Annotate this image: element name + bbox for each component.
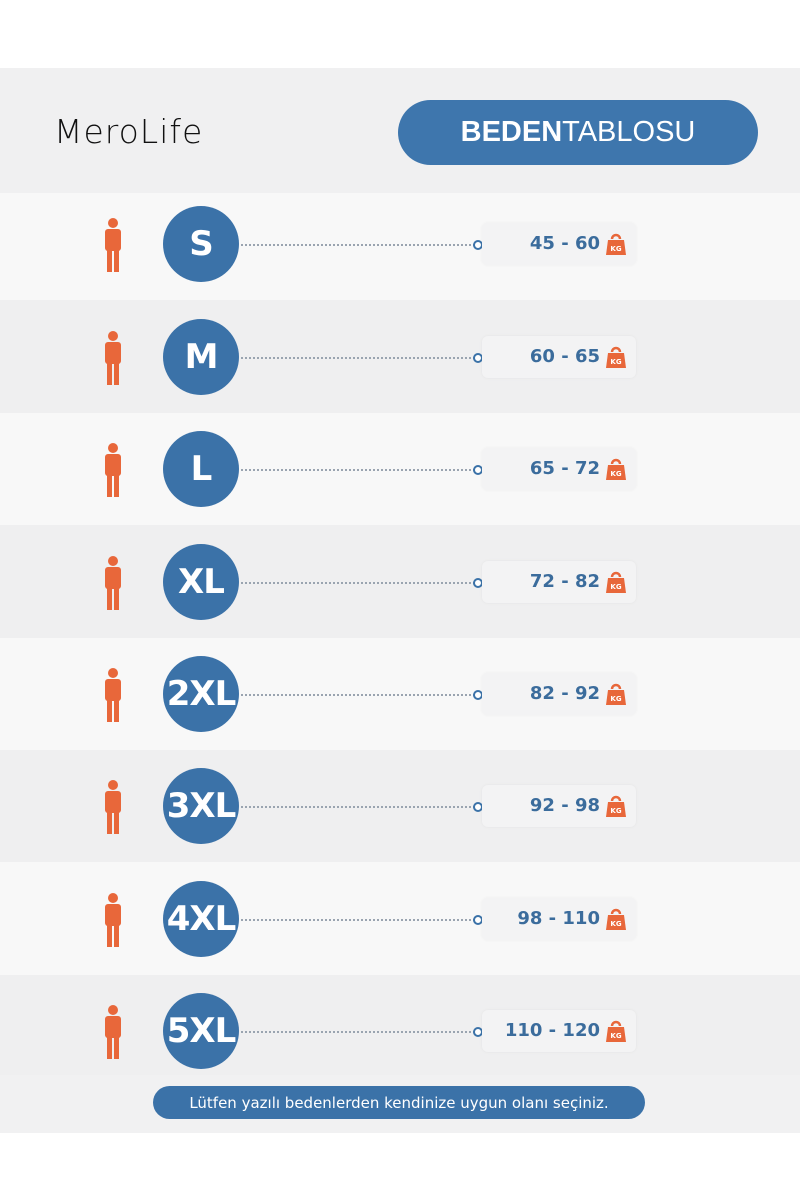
size-badge: M	[163, 319, 239, 395]
size-badge: 4XL	[163, 881, 239, 957]
kg-label: KG	[610, 1032, 621, 1040]
person-icon	[105, 218, 121, 272]
kg-weight-icon: KG	[606, 346, 626, 368]
dotted-connector	[241, 582, 475, 584]
footer-note: Lütfen yazılı bedenlerden kendinize uygu…	[153, 1086, 645, 1119]
size-row	[0, 300, 800, 413]
weight-range: 82 - 92	[529, 683, 600, 704]
size-row	[0, 193, 800, 300]
size-row	[0, 862, 800, 975]
weight-range-box: 110 - 120 KG	[482, 1010, 636, 1052]
person-icon	[105, 556, 121, 610]
weight-range: 60 - 65	[529, 346, 600, 367]
brand-logo: MeroLife	[54, 112, 204, 151]
dotted-connector	[241, 1031, 475, 1033]
kg-label: KG	[610, 245, 621, 253]
weight-range: 110 - 120	[504, 1020, 600, 1041]
weight-range-box: 45 - 60 KG	[482, 223, 636, 265]
weight-range: 72 - 82	[529, 571, 600, 592]
person-icon	[105, 1005, 121, 1059]
weight-range: 65 - 72	[529, 458, 600, 479]
kg-weight-icon: KG	[606, 908, 626, 930]
dotted-connector	[241, 357, 475, 359]
dotted-connector	[241, 244, 475, 246]
kg-weight-icon: KG	[606, 458, 626, 480]
weight-range-box: 72 - 82 KG	[482, 561, 636, 603]
person-icon	[105, 668, 121, 722]
weight-range-box: 82 - 92 KG	[482, 673, 636, 715]
kg-label: KG	[610, 583, 621, 591]
size-badge: 2XL	[163, 656, 239, 732]
kg-weight-icon: KG	[606, 683, 626, 705]
size-row	[0, 525, 800, 638]
kg-label: KG	[610, 920, 621, 928]
title-regular: TABLOSU	[562, 116, 696, 148]
weight-range-box: 92 - 98 KG	[482, 785, 636, 827]
size-badge: 3XL	[163, 768, 239, 844]
weight-range: 98 - 110	[517, 908, 600, 929]
person-icon	[105, 893, 121, 947]
weight-range: 92 - 98	[529, 795, 600, 816]
size-row	[0, 975, 800, 1075]
person-icon	[105, 443, 121, 497]
title-bold: BEDEN	[460, 116, 563, 148]
dotted-connector	[241, 919, 475, 921]
kg-weight-icon: KG	[606, 571, 626, 593]
kg-label: KG	[610, 358, 621, 366]
size-badge: XL	[163, 544, 239, 620]
dotted-connector	[241, 806, 475, 808]
size-badge: 5XL	[163, 993, 239, 1069]
kg-weight-icon: KG	[606, 795, 626, 817]
size-badge: L	[163, 431, 239, 507]
person-icon	[105, 780, 121, 834]
weight-range-box: 98 - 110 KG	[482, 898, 636, 940]
weight-range-box: 60 - 65 KG	[482, 336, 636, 378]
weight-range: 45 - 60	[529, 233, 600, 254]
kg-label: KG	[610, 695, 621, 703]
person-icon	[105, 331, 121, 385]
size-badge: S	[163, 206, 239, 282]
kg-label: KG	[610, 807, 621, 815]
kg-label: KG	[610, 470, 621, 478]
dotted-connector	[241, 469, 475, 471]
kg-weight-icon: KG	[606, 1020, 626, 1042]
weight-range-box: 65 - 72 KG	[482, 448, 636, 490]
kg-weight-icon: KG	[606, 233, 626, 255]
dotted-connector	[241, 694, 475, 696]
page-title: BEDEN TABLOSU	[398, 100, 758, 165]
